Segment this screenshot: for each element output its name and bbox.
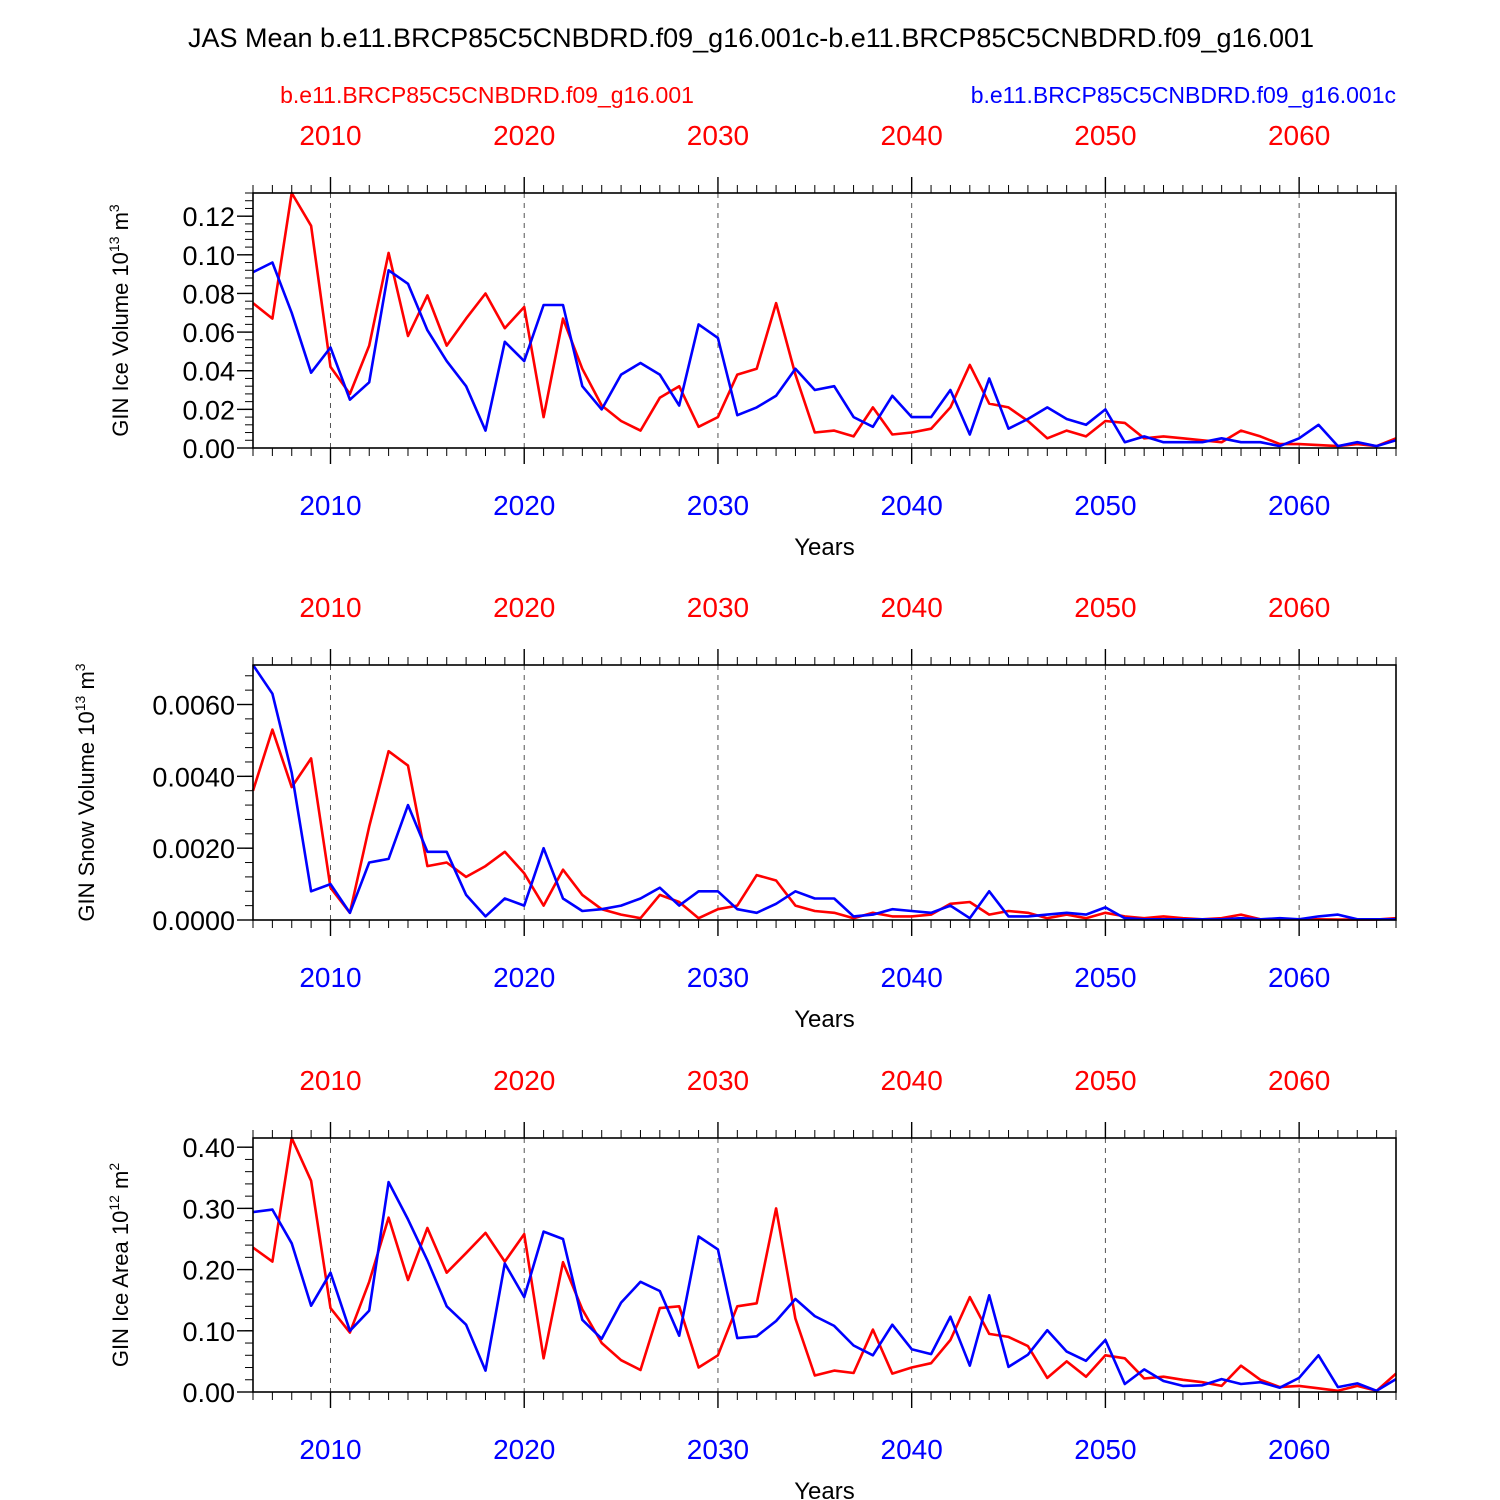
x-tick-label-bottom: 2020 — [493, 962, 555, 993]
y-tick-label: 0.20 — [182, 1256, 235, 1286]
x-tick-label-top: 2060 — [1268, 120, 1330, 151]
plot-frame — [252, 192, 1397, 449]
x-tick-label-top: 2050 — [1074, 120, 1136, 151]
y-tick-label: 0.00 — [182, 434, 235, 464]
x-tick-label-bottom: 2050 — [1074, 1434, 1136, 1465]
x-tick-label-bottom: 2030 — [687, 490, 749, 521]
x-tick-label-top: 2010 — [299, 592, 361, 623]
x-tick-label-bottom: 2060 — [1268, 490, 1330, 521]
y-tick-label: 0.08 — [182, 279, 235, 309]
chart-panel-2: 0.0000 0.0020 0.0040 0.0060 2010 2010 2020 2020… — [72, 592, 1397, 1033]
x-tick-label-top: 2050 — [1074, 1065, 1136, 1096]
y-axis-title-exponent: 13 — [106, 236, 122, 252]
y-tick-label: 0.06 — [182, 318, 235, 348]
x-tick-label-bottom: 2020 — [493, 1434, 555, 1465]
chart-title: JAS Mean b.e11.BRCP85C5CNBDRD.f09_g16.00… — [188, 23, 1314, 53]
y-tick-label: 0.0060 — [152, 691, 235, 721]
y-tick-label: 0.40 — [182, 1133, 235, 1163]
y-axis-title: GIN Ice Area 1012 m2 — [106, 1163, 133, 1368]
y-axis-title: GIN Snow Volume 1013 m3 — [72, 663, 99, 921]
x-tick-label-top: 2020 — [493, 1065, 555, 1096]
y-axis-title-unit: m — [74, 671, 99, 695]
x-tick-label-top: 2060 — [1268, 592, 1330, 623]
x-tick-label-bottom: 2050 — [1074, 962, 1136, 993]
y-tick-label: 0.10 — [182, 1317, 235, 1347]
x-tick-label-top: 2040 — [881, 120, 943, 151]
x-tick-label-bottom: 2060 — [1268, 962, 1330, 993]
chart-panel-3: 0.00 0.10 0.20 0.30 0.40 2010 2010 2020 2020 2030… — [106, 1065, 1397, 1500]
series-line-blue — [252, 261, 1397, 448]
panels-group: 0.00 0.02 0.04 0.06 0.08 0.10 0.12 2010 2010 2020… — [72, 120, 1397, 1500]
y-axis-title-unit-exponent: 3 — [72, 663, 88, 671]
legend-red-label: b.e11.BRCP85C5CNBDRD.f09_g16.001 — [280, 82, 694, 108]
series-line-blue — [251, 664, 1396, 921]
x-tick-label-top: 2020 — [493, 592, 555, 623]
x-tick-label-top: 2030 — [687, 592, 749, 623]
x-tick-label-bottom: 2010 — [299, 1434, 361, 1465]
x-tick-label-bottom: 2040 — [881, 962, 943, 993]
y-axis-title-unit-exponent: 3 — [106, 204, 122, 212]
y-tick-label: 0.0020 — [152, 834, 235, 864]
x-tick-label-top: 2050 — [1074, 592, 1136, 623]
series-line-blue — [252, 1180, 1397, 1393]
y-axis-title-exponent: 12 — [106, 1195, 122, 1211]
x-tick-label-top: 2060 — [1268, 1065, 1330, 1096]
series-line-red — [252, 1136, 1397, 1393]
y-tick-label: 0.02 — [182, 395, 235, 425]
x-tick-label-bottom: 2040 — [881, 490, 943, 521]
x-tick-label-bottom: 2060 — [1268, 1434, 1330, 1465]
x-tick-label-bottom: 2010 — [299, 490, 361, 521]
x-tick-label-bottom: 2030 — [687, 962, 749, 993]
y-tick-label: 0.0000 — [152, 906, 235, 936]
y-tick-label: 0.30 — [182, 1194, 235, 1224]
plot-frame — [252, 664, 1397, 921]
y-axis-title-unit: m — [108, 212, 133, 236]
legend-blue-label: b.e11.BRCP85C5CNBDRD.f09_g16.001c — [971, 82, 1396, 108]
x-axis-title: Years — [794, 1006, 855, 1033]
x-tick-label-bottom: 2040 — [881, 1434, 943, 1465]
x-tick-label-bottom: 2050 — [1074, 490, 1136, 521]
series-line-red — [252, 191, 1397, 448]
x-tick-label-top: 2020 — [493, 120, 555, 151]
x-tick-label-bottom: 2010 — [299, 962, 361, 993]
series-line-red — [251, 728, 1397, 921]
x-tick-label-top: 2010 — [299, 120, 361, 151]
y-axis-title-main: GIN Snow Volume 10 — [74, 711, 99, 921]
x-tick-label-top: 2010 — [299, 1065, 361, 1096]
x-tick-label-top: 2040 — [881, 1065, 943, 1096]
y-axis-title-unit-exponent: 2 — [106, 1163, 122, 1171]
y-axis-title-unit: m — [108, 1171, 133, 1195]
y-axis-title: GIN Ice Volume 1013 m3 — [106, 204, 133, 437]
y-tick-label: 0.10 — [182, 241, 235, 271]
y-axis-title-main: GIN Ice Area 10 — [108, 1211, 133, 1368]
x-tick-label-bottom: 2030 — [687, 1434, 749, 1465]
y-tick-label: 0.12 — [182, 202, 235, 232]
x-axis-title: Years — [794, 1478, 855, 1500]
y-axis-title-main: GIN Ice Volume 10 — [108, 252, 133, 437]
x-tick-label-bottom: 2020 — [493, 490, 555, 521]
chart-panel-1: 0.00 0.02 0.04 0.06 0.08 0.10 0.12 2010 2010 2020… — [106, 120, 1397, 561]
plot-frame — [252, 1137, 1397, 1393]
x-tick-label-top: 2030 — [687, 1065, 749, 1096]
x-tick-label-top: 2040 — [881, 592, 943, 623]
y-tick-label: 0.04 — [182, 357, 235, 387]
y-axis-title-exponent: 13 — [72, 695, 88, 711]
x-tick-label-top: 2030 — [687, 120, 749, 151]
y-tick-label: 0.0040 — [152, 762, 235, 792]
y-tick-label: 0.00 — [182, 1378, 235, 1408]
x-axis-title: Years — [794, 534, 855, 561]
